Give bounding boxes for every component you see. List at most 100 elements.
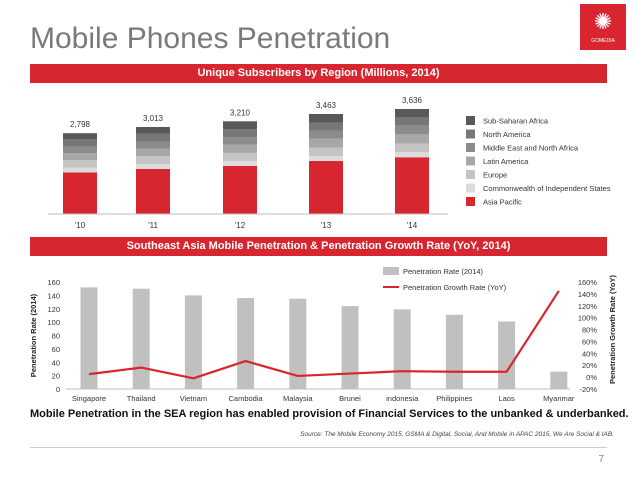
y-tick-140: 140 (47, 291, 60, 300)
bar-asia-pacific-10 (63, 172, 97, 214)
page-title: Mobile Phones Penetration (30, 22, 391, 55)
bar-north-america-11 (136, 133, 170, 142)
bar-sub-saharan-africa-13 (309, 113, 343, 123)
line-growth-rate (88, 290, 560, 380)
bar-penetration-myanmar (550, 371, 568, 389)
brand-logo: ✺ GOMEDIA (580, 4, 626, 50)
legend-swatch-europe (466, 170, 475, 179)
bar-sub-saharan-africa-11 (136, 126, 170, 134)
bar-commonwealth-of-independent-states-10 (63, 167, 97, 173)
penetration-chart: 0 20 40 60 80 100 120 140 160 -20% 0% 20% 40% 60% 80% 1… (29, 267, 617, 403)
bar-europe-11 (136, 156, 170, 165)
bar-latin-america-11 (136, 148, 170, 157)
subscribers-chart: 2,798 '10 3,013 '11 3,210 '12 3,463 '13 3,636 '14… (48, 96, 611, 230)
y-tick-0: 0 (56, 385, 60, 394)
bar-middle-east-and-north-africa-10 (63, 146, 97, 154)
bar-europe-13 (309, 147, 343, 156)
x-tick-14: '14 (407, 221, 418, 230)
x-tick-12: '12 (235, 221, 246, 230)
x-tick-philippines: Philippines (436, 394, 473, 403)
bar-latin-america-12 (223, 144, 257, 153)
y2-tick-80: 80% (582, 326, 597, 335)
total-label-10: 2,798 (70, 120, 91, 129)
bar-latin-america-14 (395, 134, 429, 144)
bar-asia-pacific-13 (309, 161, 343, 214)
bar-latin-america-10 (63, 153, 97, 160)
key-takeaway: Mobile Penetration in the SEA region has… (30, 408, 629, 420)
bar-north-america-10 (63, 139, 97, 147)
y-tick-20: 20 (52, 372, 60, 381)
total-label-12: 3,210 (230, 108, 251, 117)
y2-tick-100: 100% (578, 314, 598, 323)
bar-penetration-indonesia (393, 309, 411, 389)
legend-swatch-sub-saharan-africa (466, 116, 475, 125)
y-tick-160: 160 (47, 278, 60, 287)
bar-sub-saharan-africa-10 (63, 133, 97, 140)
bar-north-america-13 (309, 122, 343, 131)
dragon-icon: ✺ (593, 10, 613, 35)
bar-europe-12 (223, 152, 257, 162)
bar-middle-east-and-north-africa-14 (395, 125, 429, 135)
legend-swatch-middle-east-and-north-africa (466, 143, 475, 152)
bar-penetration-singapore (80, 287, 98, 389)
legend-label-latin-america: Latin America (483, 157, 529, 166)
bar-commonwealth-of-independent-states-13 (309, 155, 343, 162)
x-tick-vietnam: Vietnam (180, 394, 207, 403)
x-tick-laos: Laos (498, 394, 515, 403)
y2-tick-160: 160% (578, 278, 598, 287)
bar-penetration-cambodia (237, 298, 255, 389)
legend-label-penetration-rate: Penetration Rate (2014) (403, 267, 484, 276)
legend-swatch-penetration-rate (383, 267, 399, 275)
y-tick-80: 80 (52, 332, 60, 341)
legend-label-europe: Europe (483, 171, 507, 180)
source-note: Source: The Mobile Economy 2015, GSMA & … (300, 431, 614, 438)
penetration-chart-title: Southeast Asia Mobile Penetration & Pene… (30, 237, 607, 256)
y2-tick-60: 60% (582, 337, 597, 346)
x-tick-indonesia: indonesia (386, 394, 419, 403)
x-tick-thailand: Thailand (127, 394, 156, 403)
bar-middle-east-and-north-africa-12 (223, 137, 257, 145)
legend-label-middle-east-and-north-africa: Middle East and North Africa (483, 144, 579, 153)
x-tick-myanmar: Myanmar (543, 394, 575, 403)
legend-swatch-north-america (466, 129, 475, 139)
bar-commonwealth-of-independent-states-14 (395, 152, 429, 158)
total-label-14: 3,636 (402, 96, 423, 105)
bar-asia-pacific-14 (395, 157, 429, 214)
bar-asia-pacific-12 (223, 165, 257, 214)
subscribers-chart-title: Unique Subscribers by Region (Millions, … (30, 64, 607, 83)
x-tick-13: '13 (321, 221, 332, 230)
total-label-13: 3,463 (316, 101, 337, 110)
y2-axis-title: Penetration Growth Rate (YoY) (608, 274, 617, 384)
x-tick-10: '10 (75, 221, 86, 230)
bar-penetration-thailand (132, 288, 150, 389)
bar-sub-saharan-africa-12 (223, 121, 257, 130)
y2-tick-40: 40% (582, 349, 597, 358)
legend-swatch-commonwealth-of-independent-states (466, 183, 475, 193)
legend-label-commonwealth-of-independent-states: Commonwealth of Independent States (483, 184, 611, 193)
page-number: 7 (598, 454, 604, 465)
bar-asia-pacific-11 (136, 168, 170, 214)
x-tick-brunei: Brunei (339, 394, 361, 403)
y-tick-60: 60 (52, 345, 60, 354)
bar-europe-10 (63, 159, 97, 168)
legend-swatch-latin-america (466, 156, 475, 166)
y2-tick-120: 120% (578, 302, 598, 311)
x-tick-11: '11 (148, 221, 158, 230)
legend-label-north-america: North America (483, 130, 531, 139)
bar-commonwealth-of-independent-states-11 (136, 164, 170, 169)
bar-north-america-14 (395, 117, 429, 126)
legend-swatch-asia-pacific (466, 197, 475, 206)
x-tick-malaysia: Malaysia (283, 394, 313, 403)
footer-divider (30, 447, 607, 448)
y-axis-title: Penetration Rate (2014) (29, 293, 38, 377)
y2-tick-140: 140% (578, 290, 598, 299)
logo-text: GOMEDIA (591, 38, 615, 44)
x-tick-singapore: Singapore (72, 394, 106, 403)
total-label-11: 3,013 (143, 114, 164, 123)
bar-penetration-vietnam (184, 295, 202, 389)
bar-penetration-philippines (445, 314, 463, 389)
bar-middle-east-and-north-africa-11 (136, 141, 170, 149)
bar-sub-saharan-africa-14 (395, 109, 429, 118)
bar-middle-east-and-north-africa-13 (309, 130, 343, 139)
x-tick-cambodia: Cambodia (229, 394, 264, 403)
